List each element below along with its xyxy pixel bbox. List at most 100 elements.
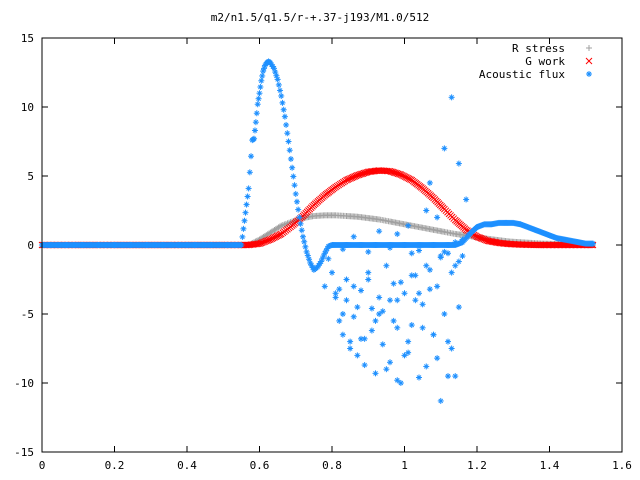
data-point [332, 290, 339, 297]
data-point [347, 338, 354, 345]
data-point [405, 338, 412, 345]
data-point [350, 233, 357, 240]
data-point [376, 228, 383, 235]
y-tick-labels: 15 10 5 0 -5 -10 -15 [14, 32, 34, 459]
data-point [276, 223, 283, 230]
data-point [437, 254, 444, 261]
data-point [441, 311, 448, 317]
data-point [244, 193, 251, 200]
data-point [241, 217, 248, 224]
legend-label: R stress [512, 42, 565, 55]
y-tick-label: -5 [21, 308, 34, 321]
x-tick-labels: 0 0.2 0.4 0.6 0.8 1 1.2 1.4 1.6 [39, 459, 632, 472]
data-point [285, 138, 292, 145]
data-point [256, 90, 263, 97]
data-point [390, 317, 397, 324]
data-point [394, 324, 401, 331]
data-point [245, 185, 252, 192]
y-tick-label: -15 [14, 446, 34, 459]
x-tick-label: 0.4 [177, 459, 197, 472]
data-point [441, 145, 448, 152]
data-point [365, 276, 372, 283]
data-point [368, 305, 375, 312]
data-point [292, 190, 299, 197]
data-point [434, 214, 441, 221]
data-point [416, 247, 422, 254]
data-point [448, 94, 455, 101]
data-point [419, 301, 426, 308]
data-point [243, 201, 250, 208]
data-point [325, 255, 332, 262]
data-point [293, 198, 300, 205]
data-point [343, 276, 350, 283]
data-point [319, 255, 326, 262]
data-point [401, 352, 408, 359]
data-point [423, 262, 430, 269]
data-point [242, 209, 249, 216]
data-point [379, 341, 386, 348]
data-point [301, 238, 308, 245]
data-point [455, 304, 462, 311]
data-point [279, 99, 286, 106]
data-point [365, 248, 372, 255]
data-point [397, 380, 404, 386]
data-point [295, 206, 302, 213]
data-point [302, 243, 309, 250]
data-point [280, 106, 287, 113]
x-tick-label: 0 [39, 459, 46, 472]
series-2 [39, 58, 596, 404]
data-point [368, 327, 375, 334]
data-point [416, 290, 422, 297]
data-point [251, 127, 258, 134]
data-point [238, 242, 245, 248]
data-point [254, 101, 261, 108]
data-point [372, 370, 379, 377]
data-point [459, 253, 466, 260]
data-point [286, 147, 293, 154]
data-point [281, 113, 288, 120]
data-point [253, 240, 261, 248]
legend-label: G work [525, 55, 565, 68]
data-point [248, 153, 255, 160]
data-point [401, 290, 408, 297]
data-point [437, 397, 444, 404]
data-point [287, 155, 294, 162]
y-tick-label: 5 [27, 170, 34, 183]
x-tick-label: 1 [401, 459, 408, 472]
data-point [284, 130, 291, 137]
data-point [361, 362, 368, 369]
y-tick-label: 0 [27, 239, 34, 252]
data-point [329, 269, 335, 276]
data-point [358, 335, 364, 342]
data-point [397, 279, 404, 286]
data-point [290, 173, 297, 180]
data-point [387, 297, 393, 304]
data-point [257, 83, 264, 90]
data-point [452, 373, 459, 380]
data-point [408, 322, 415, 329]
data-point [387, 244, 393, 251]
legend-marker [586, 71, 592, 77]
x-tick-label: 0.2 [105, 459, 125, 472]
data-point [358, 287, 364, 294]
data-point [423, 363, 430, 370]
chart-title: m2/n1.5/q1.5/r-+.37-j193/M1.0/512 [211, 11, 430, 24]
data-point [416, 374, 422, 381]
data-point [376, 294, 383, 301]
data-point [412, 297, 419, 304]
data-point [426, 286, 433, 293]
data-point [339, 311, 346, 317]
data-point [426, 179, 433, 186]
data-point [289, 164, 296, 171]
data-point [455, 258, 462, 265]
data-point [394, 230, 401, 237]
plot-points [38, 58, 597, 404]
data-point [426, 266, 433, 273]
legend-label: Acoustic flux [479, 68, 565, 81]
data-point [275, 81, 282, 88]
data-point [383, 366, 390, 373]
x-tick-label: 0.6 [250, 459, 270, 472]
data-point [240, 225, 247, 232]
data-point [459, 236, 466, 243]
